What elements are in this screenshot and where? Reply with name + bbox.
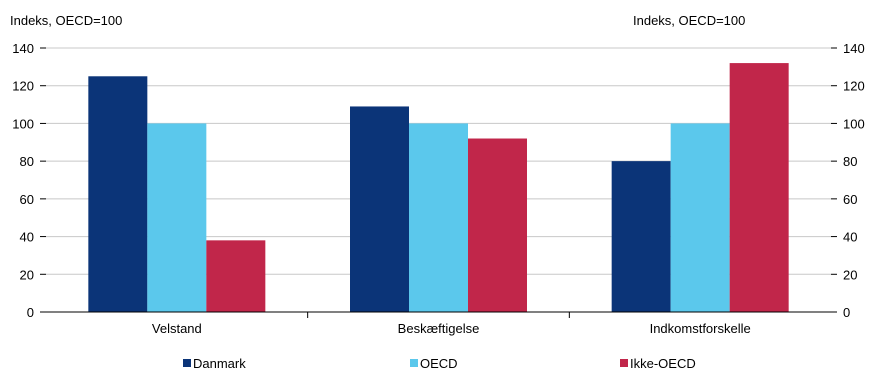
left-axis-tick-label: 0 xyxy=(27,305,34,320)
legend-swatch xyxy=(620,359,628,367)
x-axis-category-label: Indkomstforskelle xyxy=(650,321,751,336)
right-axis-tick-label: 120 xyxy=(843,79,865,94)
left-axis-unit-label: Indeks, OECD=100 xyxy=(10,13,122,28)
bar xyxy=(670,123,730,312)
bars xyxy=(88,63,789,313)
left-axis-tick-label: 80 xyxy=(20,154,34,169)
legend-swatch xyxy=(410,359,418,367)
bar xyxy=(88,76,148,313)
right-axis-tick-label: 60 xyxy=(843,192,857,207)
x-axis-category-label: Velstand xyxy=(152,321,202,336)
right-axis-tick-label: 40 xyxy=(843,230,857,245)
left-axis-tick-label: 40 xyxy=(20,230,34,245)
right-axis-tick-label: 140 xyxy=(843,41,865,56)
legend-label: Ikke-OECD xyxy=(630,356,696,371)
right-axis-tick-label: 100 xyxy=(843,116,865,131)
bar xyxy=(611,161,671,312)
right-axis-tick-label: 20 xyxy=(843,267,857,282)
right-axis-tick-label: 0 xyxy=(843,305,850,320)
bar xyxy=(147,123,207,312)
bar xyxy=(350,106,409,312)
legend: Danmark OECD Ikke-OECD xyxy=(183,356,696,371)
left-axis-tick-label: 140 xyxy=(12,41,34,56)
left-axis-tick-label: 100 xyxy=(12,116,34,131)
legend-swatch xyxy=(183,359,191,367)
left-axis-tick-label: 20 xyxy=(20,267,34,282)
right-axis-unit-label: Indeks, OECD=100 xyxy=(633,13,745,28)
bar xyxy=(409,123,468,312)
right-axis-tick-label: 80 xyxy=(843,154,857,169)
x-axis-category-label: Beskæftigelse xyxy=(398,321,480,336)
bar xyxy=(729,63,789,313)
legend-label: OECD xyxy=(420,356,458,371)
bar xyxy=(206,240,266,312)
bar xyxy=(468,138,527,312)
left-axis-tick-label: 120 xyxy=(12,79,34,94)
legend-label: Danmark xyxy=(193,356,246,371)
left-axis-tick-label: 60 xyxy=(20,192,34,207)
axes: Indeks, OECD=100 Indeks, OECD=100 0 0 20 20… xyxy=(10,13,865,336)
